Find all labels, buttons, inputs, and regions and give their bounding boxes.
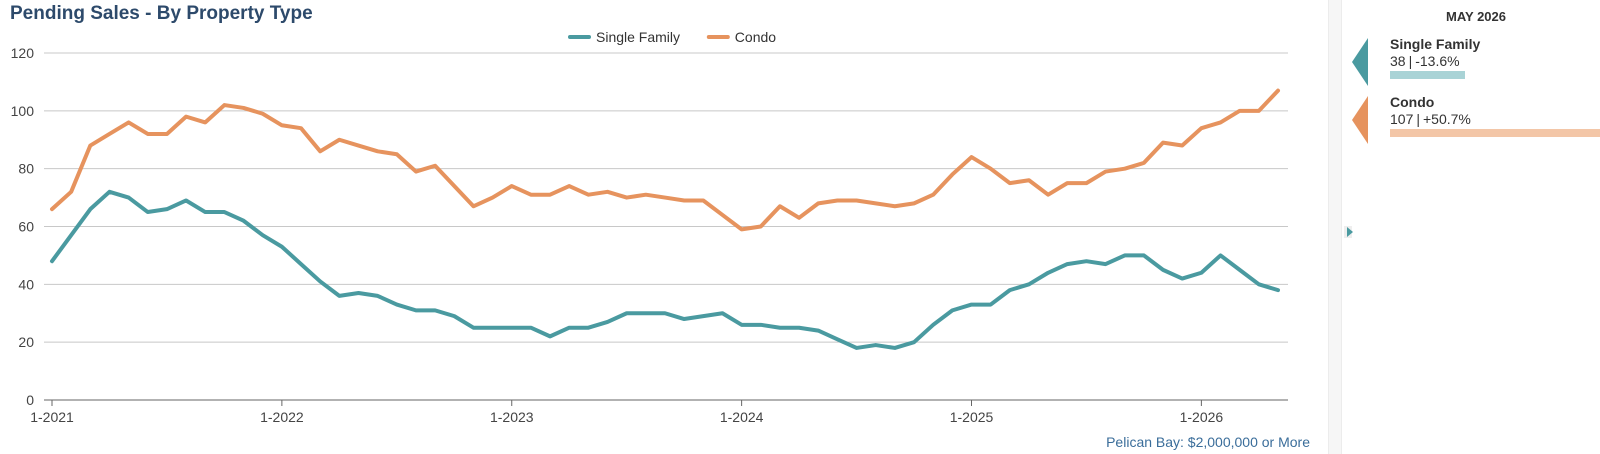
series-line-single-family[interactable]: [50, 189, 1280, 350]
legend: Single Family Condo: [568, 29, 776, 45]
grid-lines: [44, 52, 1288, 401]
x-tick-label: 1-2025: [950, 409, 994, 425]
card-stat: 38 | -13.6%: [1390, 53, 1460, 69]
y-tick-label: 20: [18, 334, 34, 350]
summary-card-condo[interactable]: Condo 107 | +50.7%: [1352, 92, 1600, 152]
series-line-condo[interactable]: [50, 88, 1280, 232]
y-tick-label: 40: [18, 276, 34, 292]
card-value: 107: [1390, 111, 1414, 127]
card-level-bar: [1390, 129, 1600, 137]
card-series-name: Condo: [1390, 94, 1435, 110]
y-tick-label: 80: [18, 161, 34, 177]
y-tick-label: 0: [26, 392, 34, 408]
card-level-bar: [1390, 71, 1465, 79]
line-chart: 1-2021 1-2022 1-2023 1-2024 1-2025 1-2026 0 20…: [11, 29, 1288, 425]
card-stat: 107 | +50.7%: [1390, 111, 1471, 127]
y-tick-label: 120: [11, 45, 35, 61]
y-tick-label: 60: [18, 219, 34, 235]
legend-item-label[interactable]: Single Family: [596, 29, 680, 45]
card-change: +50.7%: [1423, 111, 1471, 127]
card-series-name: Single Family: [1390, 36, 1481, 52]
x-tick-label: 1-2021: [30, 409, 74, 425]
card-pointer-icon: [1352, 38, 1368, 86]
panel-date: MAY 2026: [1446, 9, 1506, 24]
x-axis: 1-2021 1-2022 1-2023 1-2024 1-2025 1-2026: [30, 400, 1223, 425]
x-tick-label: 1-2023: [490, 409, 534, 425]
market-filter-note: Pelican Bay: $2,000,000 or More: [1106, 434, 1310, 450]
card-change: -13.6%: [1415, 53, 1460, 69]
summary-card-single-family[interactable]: Single Family 38 | -13.6%: [1352, 34, 1600, 94]
card-pointer-icon: [1352, 96, 1368, 144]
card-value: 38: [1390, 53, 1406, 69]
y-tick-label: 100: [11, 103, 35, 119]
y-axis: 0 20 40 60 80 100 120: [11, 45, 35, 408]
x-tick-label: 1-2024: [720, 409, 764, 425]
x-tick-label: 1-2022: [260, 409, 304, 425]
chart-title: Pending Sales - By Property Type: [10, 3, 313, 24]
panel-divider: [1328, 0, 1342, 454]
panel-toggle-arrow-icon[interactable]: [1347, 227, 1353, 237]
summary-panel: MAY 2026 Single Family 38 | -13.6% Condo 1…: [1352, 0, 1600, 454]
legend-item-label[interactable]: Condo: [735, 29, 776, 45]
series-lines: [50, 88, 1280, 350]
x-tick-label: 1-2026: [1180, 409, 1224, 425]
